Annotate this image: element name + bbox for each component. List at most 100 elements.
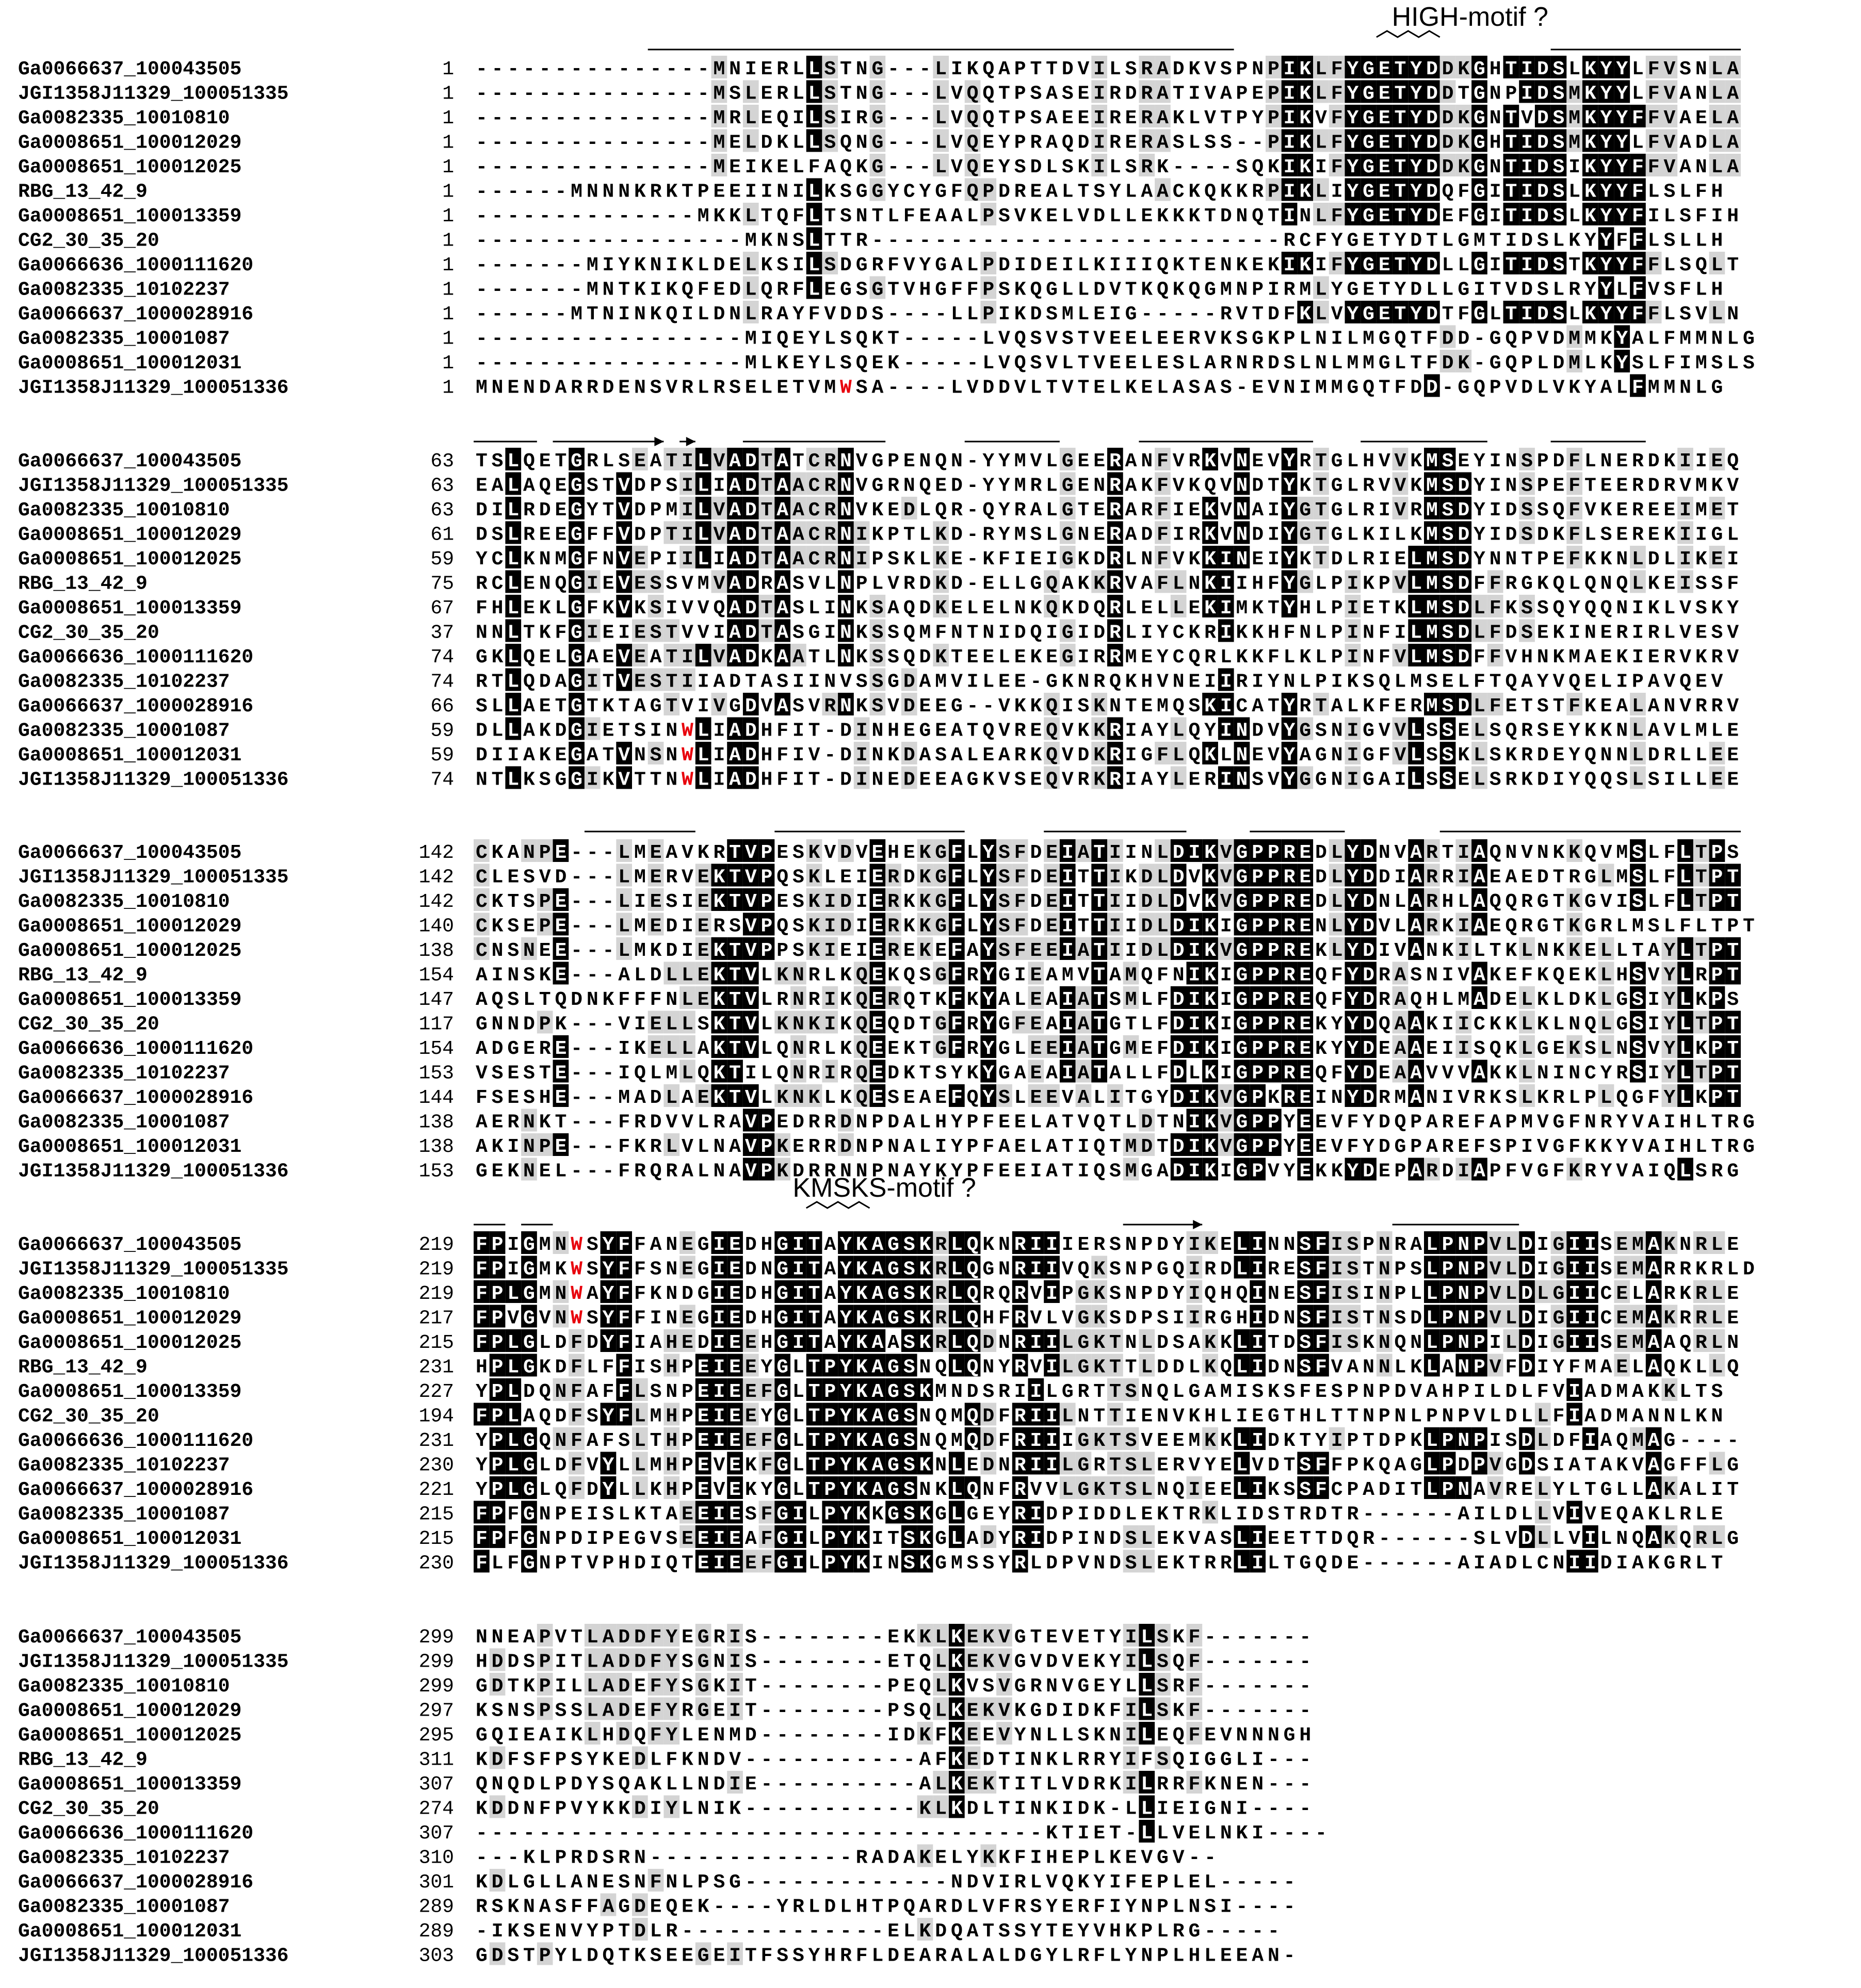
identical-residue-shading	[1392, 80, 1409, 103]
residue: S	[1632, 989, 1644, 1011]
residue: I	[1474, 279, 1485, 301]
residue: -	[887, 303, 899, 325]
residue: -	[1109, 230, 1121, 252]
residue: E	[1046, 891, 1058, 913]
similar-residue-shading	[822, 80, 838, 103]
residue: -	[603, 156, 614, 178]
residue: G	[1363, 58, 1374, 80]
residue: G	[871, 156, 883, 178]
identical-residue-shading	[1614, 56, 1630, 78]
residue: K	[856, 156, 868, 178]
residue: P	[1379, 573, 1390, 595]
residue: P	[1252, 940, 1264, 962]
residue: S	[1553, 83, 1565, 105]
residue: K	[1695, 989, 1707, 1011]
residue: L	[1632, 695, 1644, 718]
residue: R	[1109, 744, 1121, 767]
residue: G	[1236, 891, 1248, 913]
residue: V	[1220, 842, 1232, 864]
residue: Y	[1568, 597, 1580, 620]
residue: R	[887, 891, 899, 913]
residue: -	[603, 916, 614, 938]
residue: Y	[1347, 1063, 1358, 1085]
residue: V	[682, 597, 693, 620]
start-position: 1	[442, 181, 454, 203]
residue: A	[1632, 328, 1644, 350]
residue: E	[713, 181, 725, 203]
residue: N	[603, 303, 614, 325]
residue: P	[1315, 671, 1327, 693]
residue: Y	[982, 891, 994, 913]
residue: -	[682, 230, 693, 252]
residue: L	[1125, 181, 1137, 203]
residue: V	[539, 867, 551, 889]
residue: N	[634, 744, 646, 767]
residue: I	[1093, 83, 1105, 105]
residue: Q	[1315, 1063, 1327, 1085]
residue: L	[1648, 352, 1660, 374]
residue: I	[1268, 524, 1280, 546]
residue: M	[698, 573, 709, 595]
residue: I	[1125, 769, 1137, 791]
residue: P	[761, 867, 773, 889]
residue: E	[603, 720, 614, 742]
residue: I	[1141, 622, 1153, 644]
residue: K	[1568, 842, 1580, 864]
residue: I	[682, 475, 693, 497]
residue: K	[1663, 450, 1675, 472]
residue: -	[634, 58, 646, 80]
residue: E	[698, 965, 709, 987]
residue: R	[1284, 842, 1296, 864]
residue: T	[1268, 695, 1280, 718]
residue: K	[1204, 1063, 1216, 1085]
residue: Q	[776, 107, 788, 129]
residue: S	[792, 940, 804, 962]
residue: D	[998, 181, 1010, 203]
residue: P	[1252, 867, 1264, 889]
residue: -	[603, 230, 614, 252]
residue: -	[618, 230, 630, 252]
residue: K	[1204, 842, 1216, 864]
residue: L	[1568, 205, 1580, 227]
residue: D	[1030, 867, 1042, 889]
residue: E	[871, 352, 883, 374]
residue: I	[792, 769, 804, 791]
residue: T	[1093, 842, 1105, 864]
residue: S	[856, 279, 868, 301]
residue: K	[1363, 695, 1374, 718]
residue: A	[1078, 1063, 1090, 1085]
residue: Q	[967, 132, 979, 154]
residue: Q	[903, 646, 915, 669]
residue: I	[1679, 450, 1691, 472]
residue: -	[903, 352, 915, 374]
residue: P	[1505, 83, 1517, 105]
residue: I	[1109, 916, 1121, 938]
residue: Q	[1062, 132, 1074, 154]
residue: L	[1474, 597, 1485, 620]
residue: L	[1299, 671, 1311, 693]
residue: I	[824, 1063, 836, 1085]
residue: M	[1584, 328, 1596, 350]
residue: -	[919, 107, 931, 129]
residue: E	[776, 891, 788, 913]
residue: D	[1379, 867, 1390, 889]
residue: I	[1014, 254, 1026, 276]
residue: H	[1363, 450, 1374, 472]
residue: M	[1347, 352, 1358, 374]
residue: E	[1379, 254, 1390, 276]
residue: V	[824, 842, 836, 864]
residue: G	[871, 83, 883, 105]
residue: D	[1521, 377, 1533, 399]
alignment-row: Ga0008651_100013359 67 F H L E K L G F K V K S I V V Q A D T…	[18, 597, 1739, 620]
residue: E	[1616, 499, 1628, 522]
residue: L	[1632, 769, 1644, 791]
similar-residue-shading	[1091, 56, 1107, 78]
residue: -	[682, 352, 693, 374]
residue: P	[776, 940, 788, 962]
residue: M	[1363, 328, 1374, 350]
residue: A	[1410, 1063, 1422, 1085]
residue: D	[840, 842, 852, 864]
alignment-row: CG2_30_35_20 117 G N N D P K - - - V I E L L S K T V L K N K I K Q…	[18, 1014, 1739, 1036]
residue: Y	[1347, 107, 1358, 129]
residue: F	[1679, 916, 1691, 938]
